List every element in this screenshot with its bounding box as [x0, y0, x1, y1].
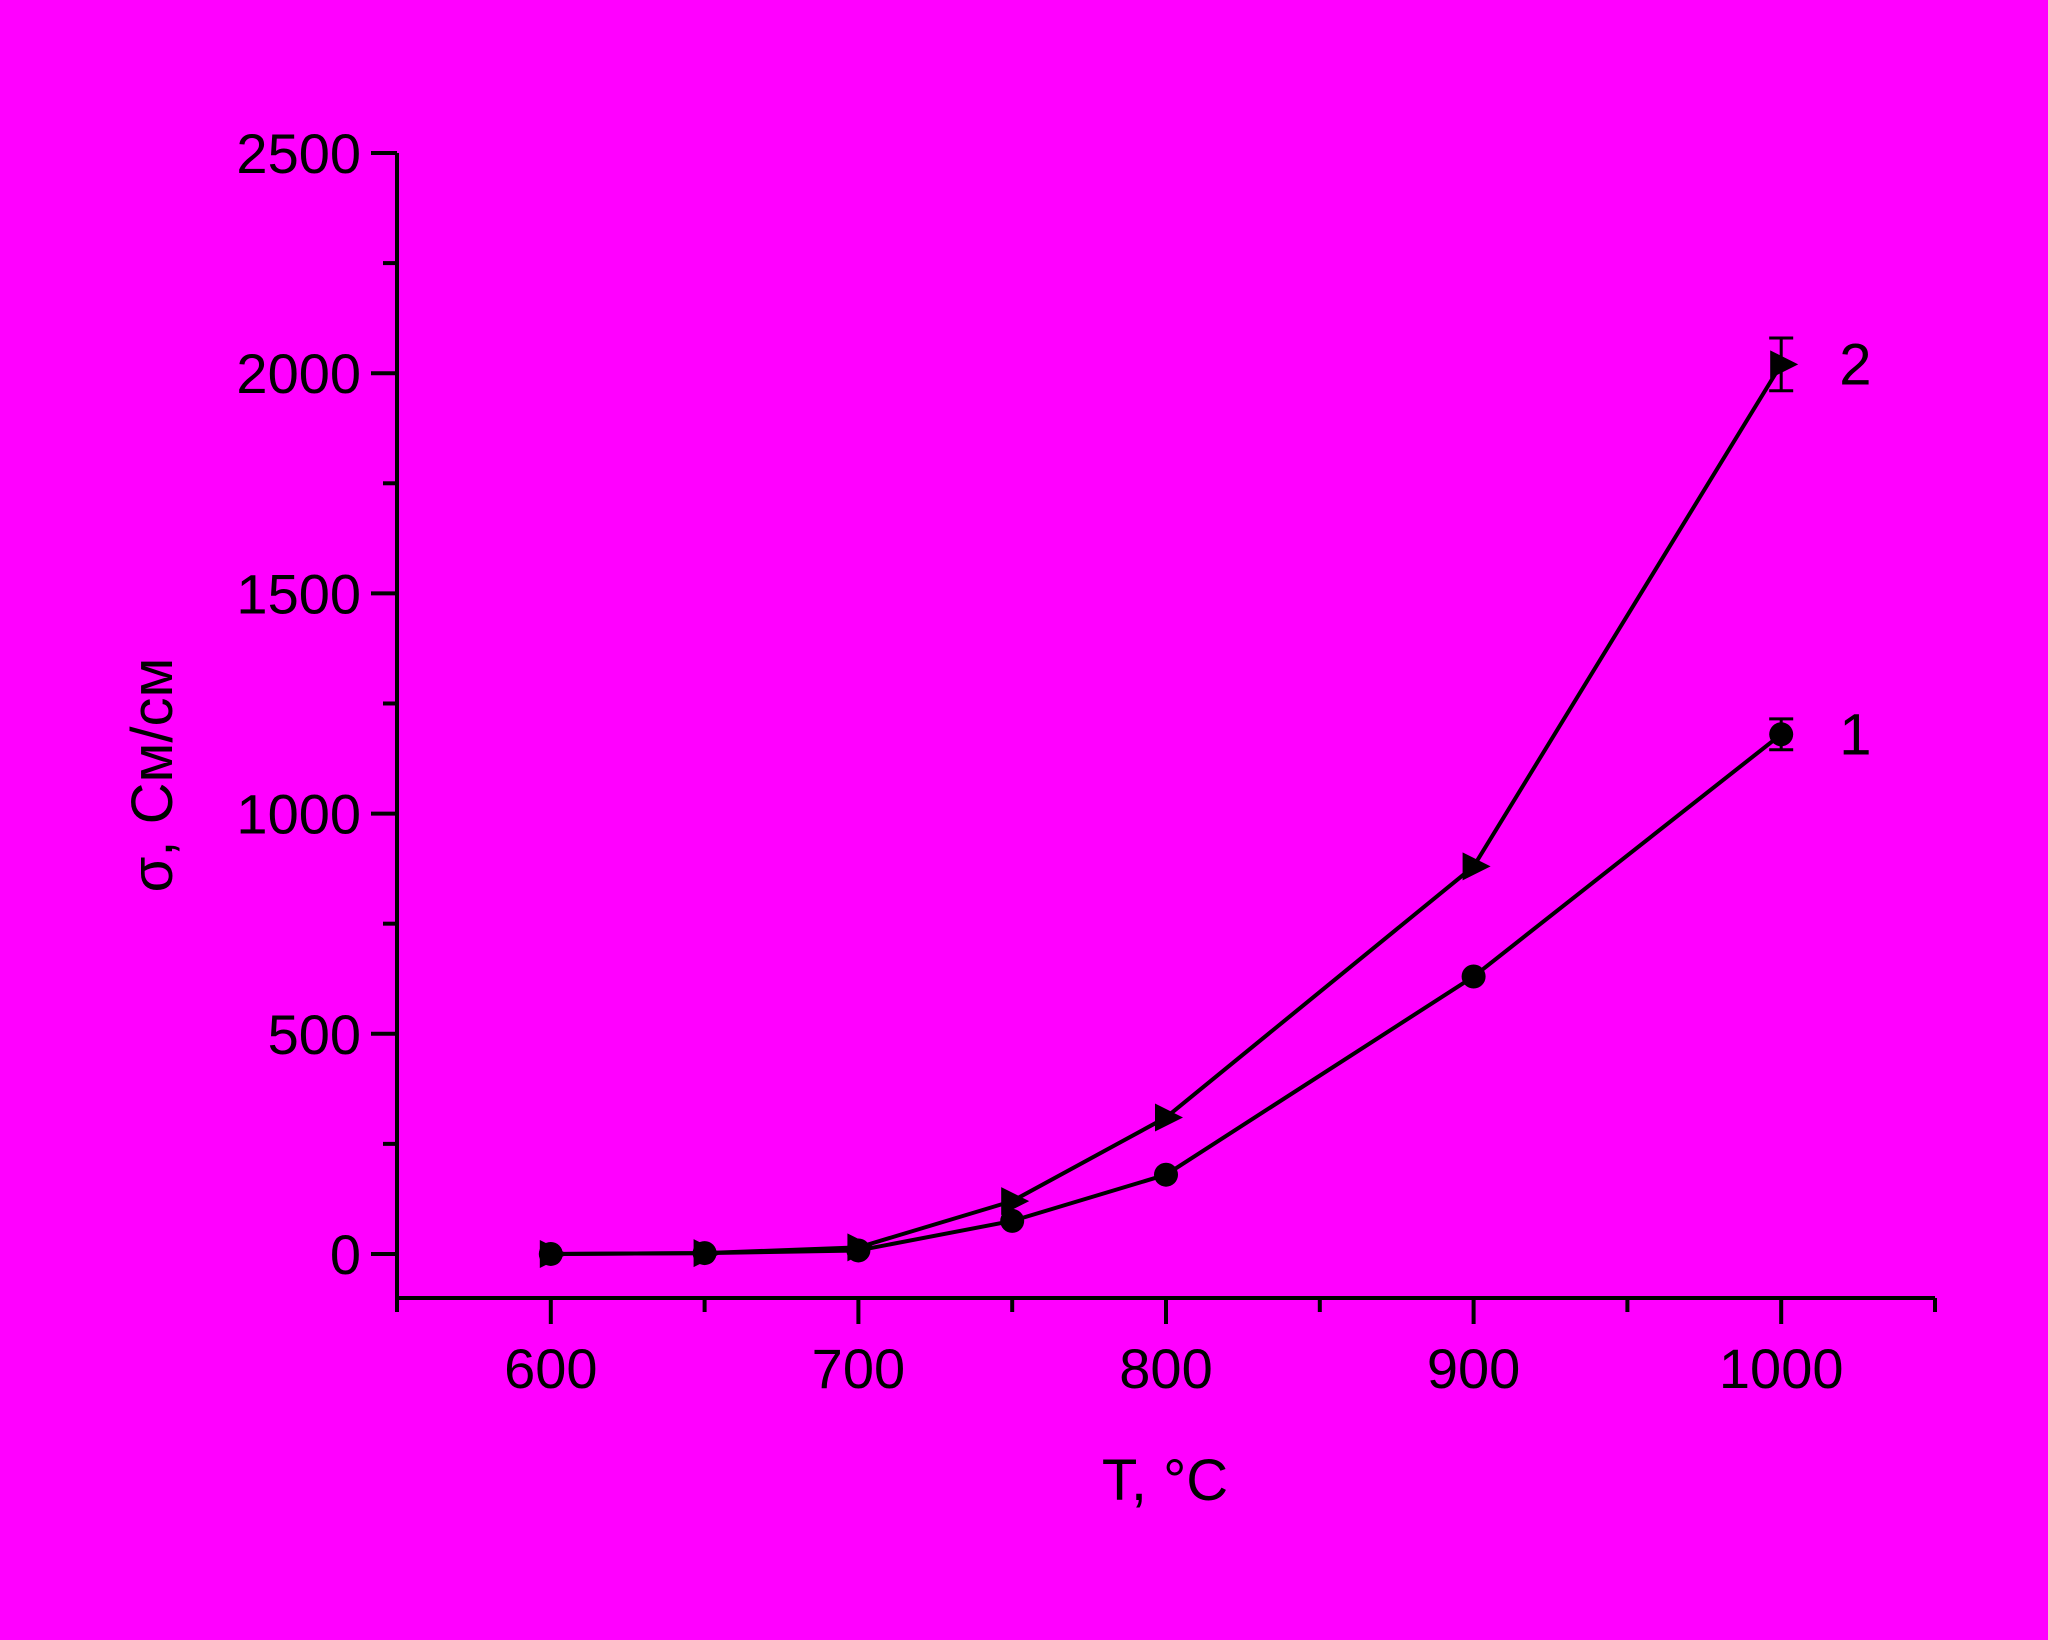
- data-point: [1001, 1187, 1030, 1216]
- data-point: [539, 1239, 568, 1268]
- x-tick-label: 600: [504, 1337, 597, 1400]
- y-tick-label: 1500: [236, 562, 361, 625]
- data-point: [847, 1233, 876, 1262]
- data-point: [1461, 964, 1486, 989]
- data-point: [1770, 350, 1799, 379]
- x-tick-label: 700: [812, 1337, 905, 1400]
- series-label: 1: [1839, 702, 1871, 767]
- y-tick-label: 2000: [236, 342, 361, 405]
- x-axis-label: T, °C: [1102, 1448, 1228, 1513]
- y-tick-label: 0: [330, 1223, 361, 1286]
- series-label: 2: [1839, 332, 1871, 397]
- y-axis-label: σ, См/см: [120, 658, 185, 893]
- series-2: 2: [539, 332, 1871, 1268]
- axes: 0 500 1000 1500 2000 2500 600 700 800 900 1000: [236, 122, 1937, 1400]
- data-point: [1000, 1208, 1025, 1233]
- x-tick-label: 900: [1427, 1337, 1520, 1400]
- x-tick-label: 1000: [1719, 1337, 1844, 1400]
- x-tick-label: 800: [1119, 1337, 1212, 1400]
- y-tick-label: 500: [268, 1003, 361, 1066]
- y-tick-label: 1000: [236, 783, 361, 846]
- data-point: [1155, 1103, 1183, 1132]
- y-tick-label: 2500: [236, 122, 361, 185]
- data-point: [1154, 1162, 1178, 1187]
- data-point: [693, 1239, 722, 1268]
- data-point: [1462, 852, 1491, 881]
- data-point: [1769, 722, 1794, 747]
- series-layer: 12: [538, 332, 1871, 1268]
